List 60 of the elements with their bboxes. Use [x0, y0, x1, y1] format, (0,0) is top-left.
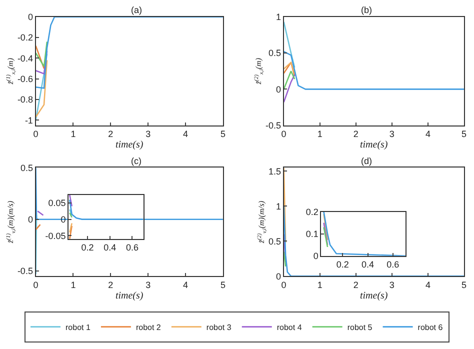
y-tick-label: 1.5: [268, 166, 281, 176]
y-tick-label: 0: [276, 84, 281, 94]
y-tick-label: 0: [28, 12, 33, 22]
y-tick-label: 0: [28, 214, 33, 225]
y-tick-label: 0.5: [268, 48, 281, 58]
x-tick-label: 0.6: [126, 242, 138, 253]
y-tick-label: 0.5: [20, 162, 33, 173]
x-axis-title: time(s): [360, 140, 388, 151]
x-axis-title: time(s): [115, 290, 144, 302]
y-tick-label: 0.05: [48, 198, 66, 208]
x-tick-label: 0.6: [386, 260, 400, 270]
legend-label: robot 1: [66, 322, 91, 332]
x-tick-label: 0.2: [336, 260, 349, 270]
x-tick-label: 0.4: [104, 242, 116, 253]
y-tick-label: -1: [24, 115, 33, 126]
x-tick-label: 1: [70, 129, 76, 140]
legend-label: robot 2: [136, 322, 162, 332]
chart-title: (c): [131, 156, 142, 166]
x-tick-label: 0.2: [81, 242, 94, 253]
x-tick-label: 4: [183, 280, 188, 290]
y-tick-label: -0.4: [17, 53, 33, 64]
x-tick-label: 2: [108, 129, 114, 140]
y-tick-label: -0.6: [17, 74, 33, 84]
y-tick-label: 0: [276, 271, 281, 282]
legend-label: robot 3: [206, 322, 232, 332]
legend-label: robot 6: [418, 322, 444, 332]
x-tick-label: 1: [70, 280, 76, 290]
chart-title: (a): [131, 5, 142, 15]
y-tick-label: -0.5: [265, 120, 281, 130]
x-tick-label: 3: [146, 280, 151, 290]
y-tick-label: 0: [313, 251, 318, 262]
y-tick-label: 0.5: [268, 236, 281, 246]
y-tick-label: -0.05: [45, 230, 66, 241]
x-tick-label: 5: [220, 280, 226, 290]
legend-label: robot 4: [276, 322, 302, 332]
chart-title: (d): [361, 156, 372, 166]
x-tick-label: 3: [389, 129, 394, 140]
x-tick-label: 2: [353, 280, 358, 290]
x-tick-label: 2: [353, 129, 358, 140]
chart-title: (b): [361, 5, 372, 15]
x-tick-label: 5: [461, 129, 466, 140]
legend-label: robot 5: [347, 322, 373, 332]
x-tick-label: 5: [220, 129, 226, 140]
x-tick-label: 3: [389, 280, 394, 290]
y-tick-label: 1: [276, 12, 281, 22]
x-tick-label: 4: [183, 129, 188, 140]
x-tick-label: 2: [108, 280, 114, 290]
x-tick-label: 4: [425, 280, 430, 290]
y-tick-label: 0.2: [306, 206, 318, 217]
y-tick-label: -0.8: [17, 94, 33, 105]
x-tick-label: 3: [146, 129, 151, 140]
y-tick-label: -0.5: [17, 266, 33, 276]
x-tick-label: 4: [425, 129, 430, 140]
x-axis-title: time(s): [360, 290, 388, 302]
x-tick-label: 0.4: [362, 260, 374, 270]
y-tick-label: 1: [276, 201, 281, 212]
y-tick-label: 0.1: [306, 228, 318, 239]
y-tick-label: -0.2: [17, 32, 33, 43]
x-tick-label: 5: [461, 280, 466, 290]
x-axis-title: time(s): [115, 140, 144, 151]
